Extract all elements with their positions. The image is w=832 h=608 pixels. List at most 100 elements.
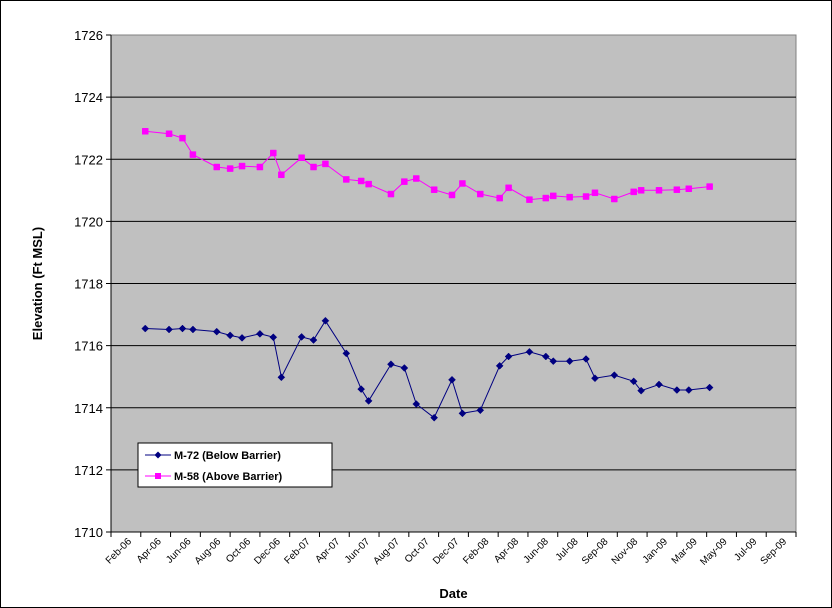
y-tick-label: 1718 [74,277,103,292]
x-tick-label: Feb-06 [104,536,134,566]
data-point [459,180,466,187]
legend-marker-m72 [154,451,162,459]
data-point [412,400,421,408]
y-tick-label: 1726 [74,28,103,43]
data-point [637,187,645,194]
data-point [165,130,173,138]
data-point [541,352,550,361]
data-point [278,171,285,179]
data-point [226,165,234,172]
data-point [309,336,318,344]
data-point [496,194,503,202]
data-point [413,175,420,182]
x-tick-label: Apr-06 [135,536,164,565]
x-tick-label: Mar-09 [670,536,700,566]
series-m58 [142,128,713,203]
data-point [611,195,618,203]
x-tick-label: Jun-08 [522,536,552,566]
x-tick-label: Oct-06 [224,536,253,565]
data-point [364,397,373,405]
legend-box [137,442,333,488]
data-point [630,188,637,196]
data-point [684,386,693,394]
data-point [297,333,306,341]
data-point [504,352,513,361]
data-point [298,154,305,161]
data-point [495,361,504,370]
data-point [343,176,350,183]
data-point [549,357,558,366]
data-point [637,386,645,395]
y-tick-label: 1720 [74,214,103,229]
x-tick-label: Apr-07 [313,536,342,565]
data-point [550,192,557,200]
data-point [178,324,187,333]
data-point [448,191,456,199]
data-point [357,177,365,185]
y-tick-label: 1722 [74,152,103,167]
x-axis-title: Date [439,586,467,601]
x-tick-label: Nov-08 [610,536,641,567]
x-tick-label: Jun-06 [164,536,194,566]
data-point [179,134,186,142]
y-axis-ticks: 1710 1712 1714 1716 1718 1720 1722 1724 1726 [74,28,112,540]
legend-label-m58: M-58 (Above Barrier) [174,471,283,483]
data-point [582,193,590,200]
data-point [591,189,599,197]
data-point [673,386,681,394]
data-point [477,190,484,198]
y-tick-label: 1710 [74,525,103,540]
data-point [142,128,149,135]
data-point [189,325,197,334]
gridlines [111,96,796,471]
data-point [189,151,197,158]
data-point [357,385,366,393]
x-tick-label: Aug-07 [371,536,402,567]
x-tick-label: Jun-07 [343,536,373,566]
x-tick-label: Sep-09 [759,536,790,567]
data-point [226,331,234,340]
x-tick-label: Sep-08 [580,536,611,567]
data-point [401,178,408,185]
data-point [365,180,372,188]
data-point [321,316,330,325]
data-point [629,377,638,386]
data-point [310,163,317,171]
data-point [705,383,714,392]
data-point [141,324,150,333]
legend-entry-m72: M-72 (Below Barrier) [145,450,281,462]
data-point [673,186,681,193]
x-axis-ticks: Feb-06 Apr-06 Jun-06 Aug-06 Oct-06 Dec-06 Feb-… [104,531,797,568]
data-point [256,163,264,171]
y-tick-label: 1716 [74,339,103,354]
data-point [566,193,573,201]
x-tick-label: Jul-09 [732,536,759,563]
y-axis-title: Elevation (Ft MSL) [30,227,45,340]
data-point [610,371,619,379]
data-point [526,196,533,203]
data-point [165,325,173,334]
data-point [525,347,534,356]
data-point [591,374,599,383]
data-point [256,329,264,338]
data-point [277,373,286,382]
series-m72 [141,316,714,422]
data-point [387,360,395,369]
data-point [269,333,278,342]
data-point [542,194,550,202]
x-tick-label: Oct-07 [403,536,432,565]
x-tick-label: Feb-07 [283,536,313,566]
x-tick-label: Jul-08 [554,536,581,563]
x-tick-label: Dec-07 [431,536,462,567]
data-point [213,163,220,171]
data-point [458,409,467,418]
data-point [430,413,438,422]
legend-marker-m58 [155,473,161,479]
data-point [322,160,329,168]
legend-label-m72: M-72 (Below Barrier) [174,450,281,462]
x-tick-label: Aug-06 [193,536,224,567]
data-point [400,364,409,372]
data-point [342,349,351,358]
data-point [476,406,485,415]
